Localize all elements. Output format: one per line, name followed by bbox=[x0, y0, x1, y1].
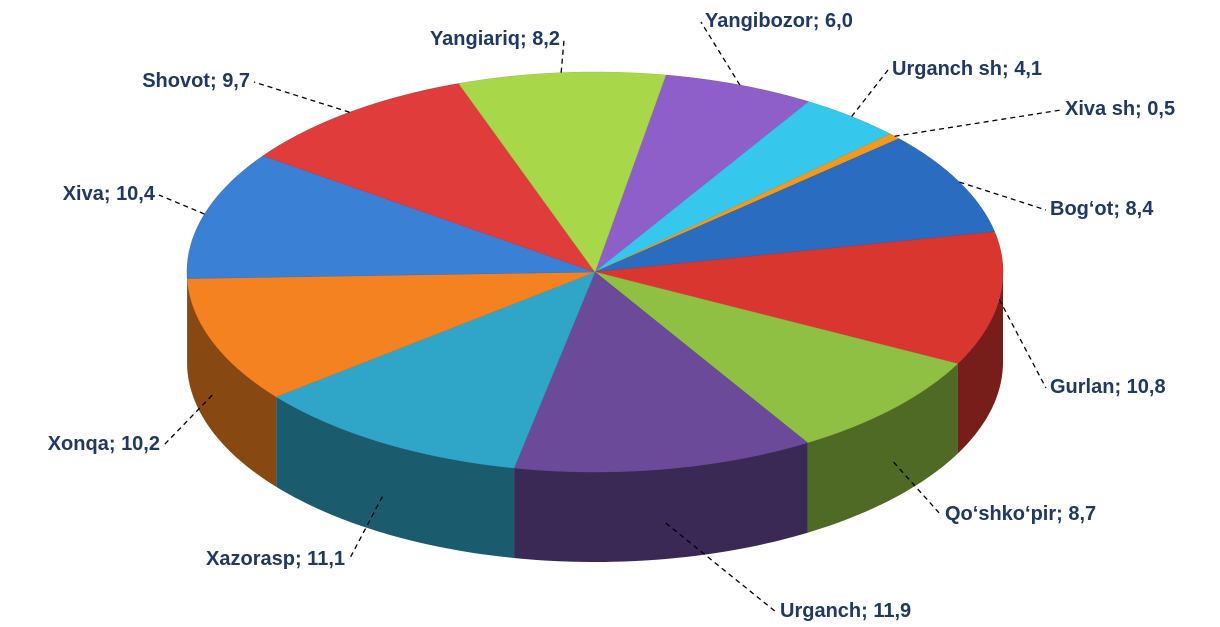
slice bbox=[458, 71, 667, 273]
data-label-part: 8,4 bbox=[1126, 198, 1155, 220]
data-label-part: Bog‘ot bbox=[1050, 198, 1114, 220]
data-label: Urganch; 11,9 bbox=[780, 600, 911, 622]
data-label-part: 10,2 bbox=[121, 433, 160, 455]
slice bbox=[275, 271, 596, 469]
leader-line bbox=[348, 496, 383, 561]
data-label-part: ; bbox=[520, 28, 532, 50]
data-label-part: Urganch bbox=[780, 600, 861, 622]
slice-side bbox=[957, 272, 1003, 454]
data-label-part: ; bbox=[813, 10, 825, 32]
data-label: Gurlan; 10,8 bbox=[1050, 376, 1166, 398]
data-label-part: ; bbox=[1113, 198, 1125, 220]
data-label-part: Shovot bbox=[142, 70, 210, 92]
data-label: Yangiariq; 8,2 bbox=[430, 28, 560, 50]
data-label-part: ; bbox=[1114, 376, 1126, 398]
data-label-part: 9,7 bbox=[222, 70, 250, 92]
data-label: Bog‘ot; 8,4 bbox=[1050, 198, 1154, 220]
leader-line bbox=[253, 81, 350, 113]
data-label-part: 10,4 bbox=[116, 183, 156, 205]
pie-walls bbox=[187, 272, 1003, 562]
slice-side bbox=[276, 396, 515, 559]
data-label: Xazorasp; 11,1 bbox=[206, 548, 345, 570]
data-label-part: ; bbox=[861, 600, 873, 622]
data-label-part: 10,8 bbox=[1127, 376, 1166, 398]
data-label-part: 6,0 bbox=[825, 10, 853, 32]
data-label: Qo‘shko‘pir; 8,7 bbox=[945, 503, 1096, 525]
data-label: Xiva sh; 0,5 bbox=[1065, 98, 1175, 120]
slice bbox=[594, 271, 959, 443]
data-label-part: Xiva sh bbox=[1065, 98, 1135, 120]
leader-line bbox=[894, 109, 1062, 137]
data-label-part: 8,7 bbox=[1068, 503, 1096, 525]
slice bbox=[513, 271, 809, 473]
leader-line bbox=[893, 461, 942, 516]
labels: Yangibozor; 6,0 Urganch sh; 4,1 Xiva sh; 0… bbox=[48, 10, 1175, 622]
leader-line bbox=[163, 394, 213, 446]
slice bbox=[186, 271, 596, 398]
slice bbox=[594, 74, 810, 273]
leader-line bbox=[998, 298, 1047, 389]
data-label: Xonqa; 10,2 bbox=[48, 433, 160, 455]
data-label-part: ; bbox=[1056, 503, 1068, 525]
data-label-part: ; bbox=[295, 548, 307, 570]
data-label-part: Qo‘shko‘pir bbox=[945, 503, 1056, 525]
data-label-part: 4,1 bbox=[1014, 58, 1042, 80]
data-label: Urganch sh; 4,1 bbox=[892, 58, 1042, 80]
pie-top bbox=[186, 71, 1004, 473]
data-label-part: Xazorasp bbox=[206, 548, 295, 570]
leader-line bbox=[851, 69, 889, 117]
leader-line bbox=[959, 181, 1047, 211]
data-label: Yangibozor; 6,0 bbox=[705, 10, 853, 32]
slice bbox=[594, 231, 1004, 364]
data-label-part: 11,1 bbox=[307, 548, 345, 570]
data-label-part: ; bbox=[104, 183, 116, 205]
data-label: Shovot; 9,7 bbox=[142, 70, 250, 92]
data-label-part: 11,9 bbox=[873, 600, 911, 622]
data-label-part: ; bbox=[1135, 98, 1147, 120]
data-label-part: Xonqa bbox=[48, 433, 110, 455]
data-label: Xiva; 10,4 bbox=[63, 183, 156, 205]
slice-side bbox=[807, 363, 958, 533]
slice bbox=[594, 101, 891, 273]
data-label-part: ; bbox=[109, 433, 121, 455]
data-label-part: Gurlan bbox=[1050, 376, 1114, 398]
leader-line bbox=[158, 194, 205, 215]
slice bbox=[262, 83, 596, 273]
data-label-part: Urganch sh bbox=[892, 58, 1002, 80]
leader-line bbox=[560, 39, 565, 73]
leader-line bbox=[700, 21, 741, 86]
data-label-part: 8,2 bbox=[532, 28, 560, 50]
data-label-part: ; bbox=[1002, 58, 1014, 80]
data-label-part: Yangibozor bbox=[705, 10, 813, 32]
data-label-part: ; bbox=[210, 70, 222, 92]
slice-side bbox=[514, 442, 808, 562]
leader-line bbox=[665, 522, 777, 613]
slice-side bbox=[187, 278, 277, 487]
data-label-part: Yangiariq bbox=[430, 28, 520, 50]
data-label-part: Xiva bbox=[63, 183, 105, 205]
data-label-part: 0,5 bbox=[1147, 98, 1175, 120]
